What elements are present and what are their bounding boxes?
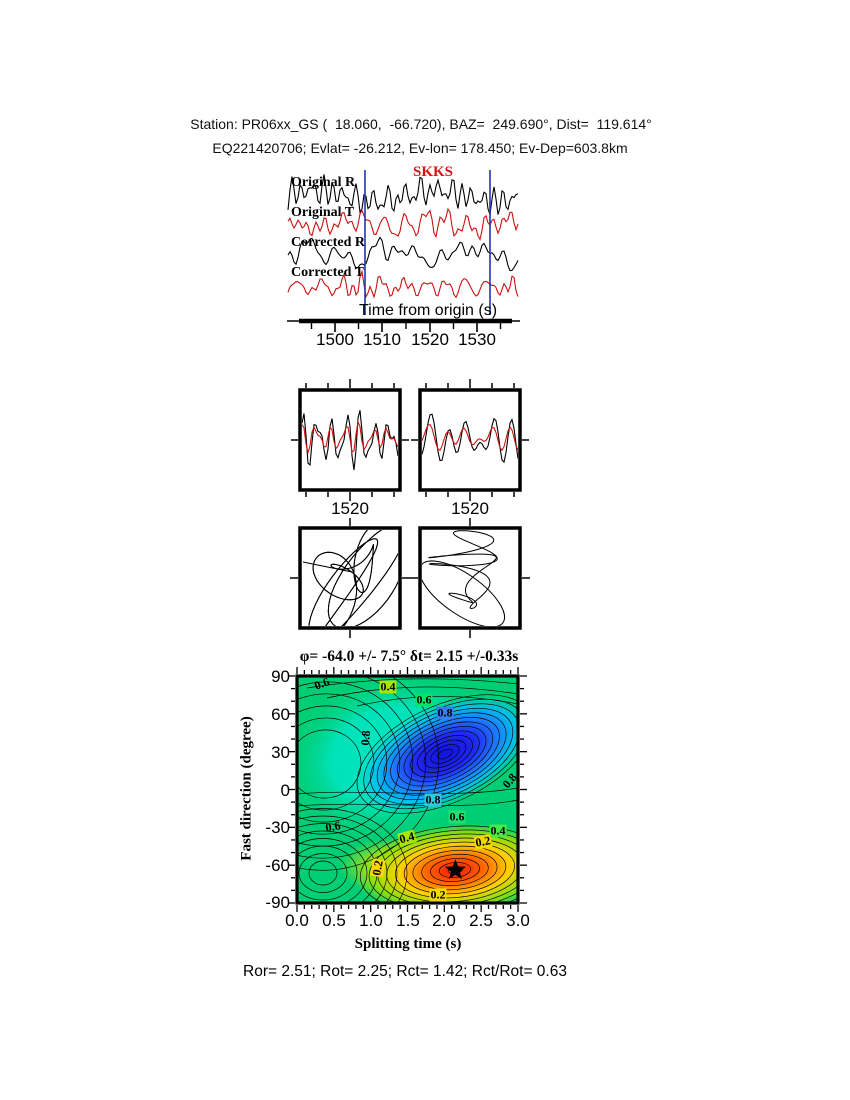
xtick-10: 1.0 — [359, 911, 383, 930]
xtick-00: 0.0 — [285, 911, 309, 930]
trace-corrected-t — [287, 269, 519, 299]
trace-corrected-r — [287, 236, 519, 272]
contour-label: 0.8 — [436, 705, 454, 720]
splitting-result-title: φ= -64.0 +/- 7.5° δt= 2.15 +/-0.33s — [299, 648, 519, 665]
ytick-m90: -90 — [265, 893, 290, 912]
trace-label-corrected-r: Corrected R — [291, 235, 365, 250]
ytick-90: 90 — [271, 667, 290, 686]
boxed-trace-black — [302, 410, 398, 471]
event-header: EQ221420706; Evlat= -26.212, Ev-lon= 178… — [212, 140, 628, 156]
hodogram-uncorrected — [308, 530, 398, 626]
x-axis-label: Splitting time (s) — [354, 936, 462, 952]
time-tick-1520: 1520 — [411, 330, 449, 349]
contour-label: 0.4 — [489, 823, 507, 838]
hodogram-ellipse — [422, 560, 506, 626]
hodogram-corrected — [428, 530, 498, 610]
xtick-15: 1.5 — [396, 911, 420, 930]
best-solution-star — [444, 859, 466, 880]
contour-lines — [297, 676, 518, 903]
contour-label: 0.8 — [357, 729, 374, 747]
ytick-0: 0 — [280, 781, 290, 800]
quality-metrics-footer: Ror= 2.51; Rot= 2.25; Rct= 1.42; Rct/Rot… — [243, 963, 567, 980]
phase-label: SKKS — [412, 164, 454, 180]
ytick-m60: -60 — [265, 856, 290, 875]
station-header: Station: PR06xx_GS ( 18.060, -66.720), B… — [190, 116, 652, 132]
particle-motion-boxes — [290, 518, 530, 638]
trace-label-original-r: Original R — [291, 175, 356, 190]
ytick-60: 60 — [271, 705, 290, 724]
xtick-20: 2.0 — [432, 911, 456, 930]
contour-label: 0.6 — [415, 692, 433, 707]
right-box-tick: 1520 — [451, 499, 489, 518]
time-axis-label: Time from origin (s) — [358, 302, 498, 319]
map-frame — [295, 674, 520, 905]
boxed-trace-red — [302, 419, 398, 454]
contour-label: 0.4 — [379, 679, 397, 694]
boxed-trace-red — [422, 423, 518, 452]
trace-original-t — [287, 207, 519, 241]
time-tick-1510: 1510 — [363, 330, 401, 349]
windowed-trace-box — [298, 388, 402, 492]
ytick-30: 30 — [271, 743, 290, 762]
trace-original-r — [287, 174, 519, 215]
time-axis — [287, 318, 520, 332]
waveform-panel — [287, 170, 519, 315]
particle-motion-box — [418, 526, 522, 630]
trace-label-corrected-t: Corrected T — [291, 265, 364, 280]
contour-label: 0.6 — [448, 809, 466, 824]
windowed-trace-boxes — [291, 379, 529, 501]
contour-label: 0.2 — [429, 887, 447, 902]
left-box-tick: 1520 — [331, 499, 369, 518]
blue-maximum-region — [359, 695, 518, 813]
particle-motion-box — [298, 526, 402, 630]
trace-label-original-t: Original T — [291, 205, 355, 220]
boxed-trace-black — [422, 413, 518, 464]
xtick-30: 3.0 — [506, 911, 530, 930]
contour-label: 0.8 — [424, 792, 442, 807]
time-tick-1500: 1500 — [316, 330, 354, 349]
map-ticks — [288, 667, 527, 912]
time-tick-1530: 1530 — [458, 330, 496, 349]
windowed-trace-box — [418, 388, 522, 492]
xtick-25: 2.5 — [469, 911, 493, 930]
xtick-05: 0.5 — [322, 911, 346, 930]
ytick-m30: -30 — [265, 818, 290, 837]
